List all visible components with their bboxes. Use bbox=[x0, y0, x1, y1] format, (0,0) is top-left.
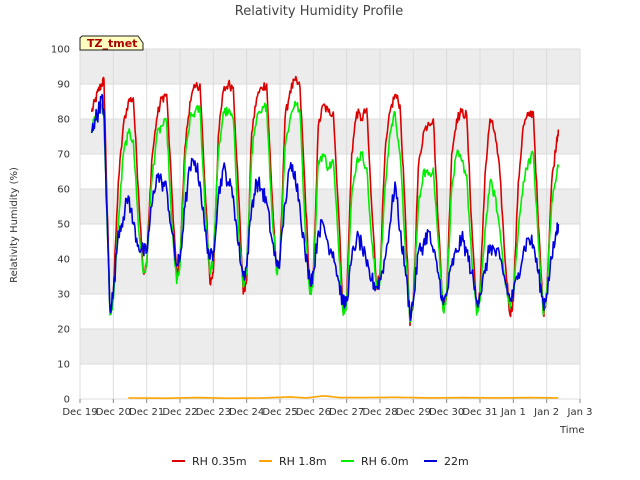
y-tick-label: 30 bbox=[57, 290, 70, 301]
background-band bbox=[80, 259, 580, 294]
x-tick-label: Dec 27 bbox=[329, 407, 364, 418]
y-axis-ticks: 0 10 20 30 40 50 60 70 80 90 100 bbox=[51, 45, 70, 406]
legend-item: RH 0.35m bbox=[172, 455, 247, 468]
background-band bbox=[80, 329, 580, 364]
x-tick-label: Dec 22 bbox=[162, 407, 197, 418]
station-tag: TZ_tmet bbox=[79, 35, 144, 51]
x-tick-label: Dec 23 bbox=[196, 407, 231, 418]
station-tag-box bbox=[79, 35, 144, 51]
series-line-rh-1-8m bbox=[128, 395, 559, 400]
legend-label: RH 1.8m bbox=[279, 455, 327, 468]
y-tick-label: 40 bbox=[57, 255, 70, 266]
series-line-rh-0-35m bbox=[90, 75, 560, 327]
chart-title: Relativity Humidity Profile bbox=[235, 4, 403, 19]
y-tick-label: 20 bbox=[57, 325, 70, 336]
x-tick-label: Dec 20 bbox=[96, 407, 131, 418]
series-line-22m bbox=[90, 93, 560, 321]
y-tick-label: 90 bbox=[57, 80, 70, 91]
x-tick-label: Dec 21 bbox=[129, 407, 164, 418]
x-tick-label: Dec 19 bbox=[62, 407, 97, 418]
x-tick-label: Dec 28 bbox=[362, 407, 397, 418]
y-tick-label: 80 bbox=[57, 115, 70, 126]
legend-label: RH 6.0m bbox=[361, 455, 409, 468]
y-tick-label: 10 bbox=[57, 360, 70, 371]
background-bands bbox=[80, 49, 580, 364]
grid-lines bbox=[79, 48, 581, 400]
x-tick-label: Dec 29 bbox=[396, 407, 431, 418]
legend-label: 22m bbox=[444, 455, 469, 468]
x-tick-label: Dec 31 bbox=[462, 407, 497, 418]
x-tick-label: Dec 25 bbox=[262, 407, 297, 418]
legend-label: RH 0.35m bbox=[192, 455, 247, 468]
y-axis-title: Relativity Humidity (%) bbox=[9, 167, 20, 283]
x-tick-label: Jan 1 bbox=[500, 407, 526, 418]
station-tag-label: TZ_tmet bbox=[87, 37, 137, 50]
y-tick-label: 70 bbox=[57, 150, 70, 161]
y-tick-label: 0 bbox=[64, 395, 70, 406]
x-tick-label: Dec 26 bbox=[296, 407, 331, 418]
plot-area bbox=[79, 48, 581, 400]
series-line-rh-6-0m bbox=[90, 100, 560, 323]
background-band bbox=[80, 49, 580, 84]
background-band bbox=[80, 189, 580, 224]
legend-item: RH 6.0m bbox=[341, 455, 409, 468]
legend-item: RH 1.8m bbox=[259, 455, 327, 468]
x-tick-label: Jan 3 bbox=[567, 407, 593, 418]
x-tick-label: Dec 24 bbox=[229, 407, 264, 418]
y-tick-label: 100 bbox=[51, 45, 70, 56]
legend-item: 22m bbox=[424, 455, 469, 468]
x-tick-label: Jan 2 bbox=[533, 407, 559, 418]
series-lines bbox=[90, 75, 560, 400]
x-axis-title: Time bbox=[559, 425, 584, 436]
legend: RH 0.35m RH 1.8m RH 6.0m 22m bbox=[172, 455, 469, 468]
y-tick-label: 60 bbox=[57, 185, 70, 196]
x-tick-label: Dec 30 bbox=[429, 407, 464, 418]
y-tick-label: 50 bbox=[57, 220, 70, 231]
